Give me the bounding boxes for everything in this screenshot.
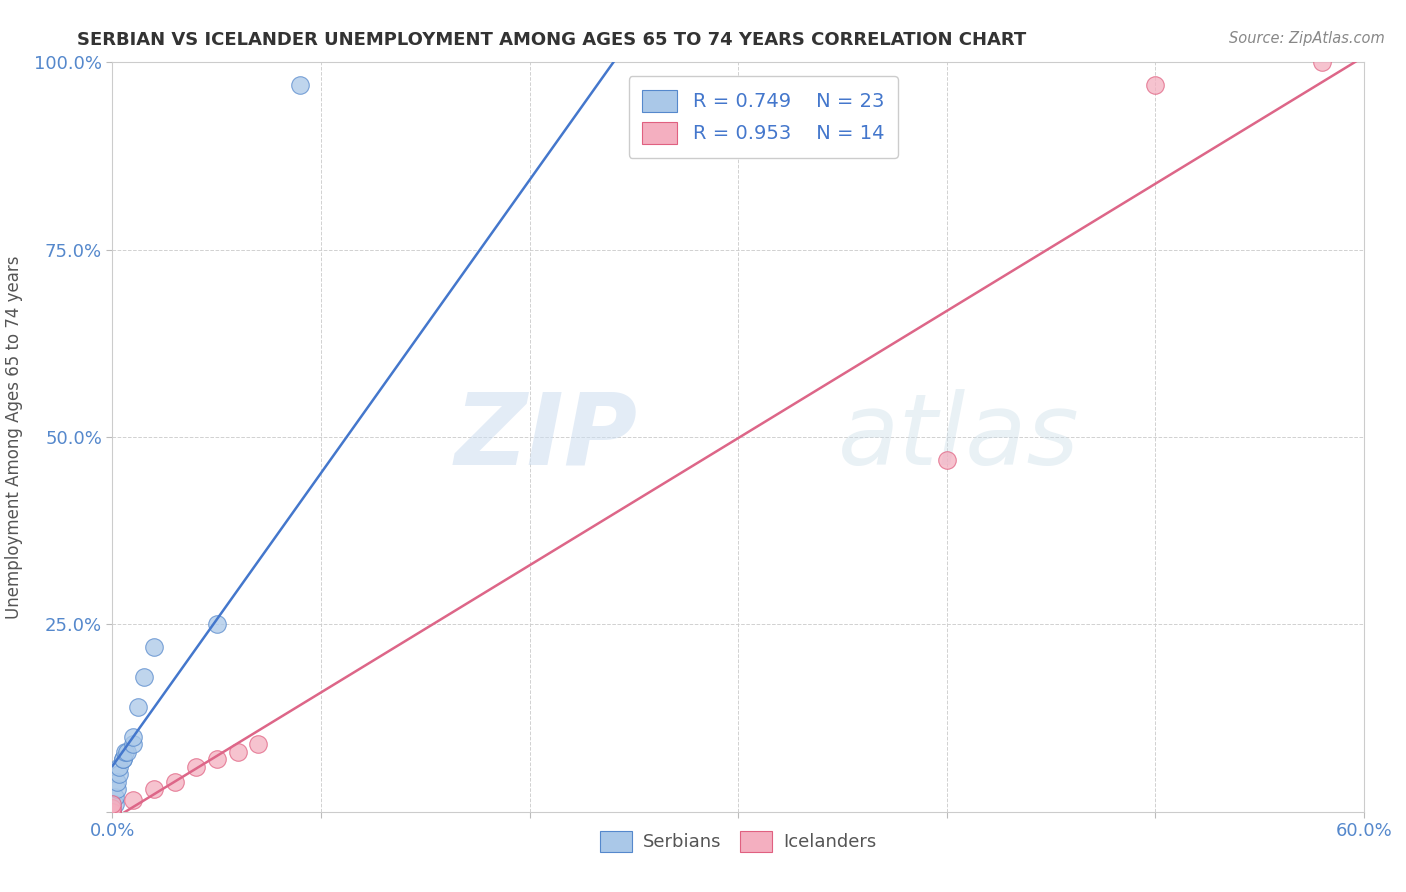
Point xyxy=(122,793,145,807)
Point xyxy=(122,737,145,751)
Point xyxy=(163,774,186,789)
Point xyxy=(101,805,124,819)
Text: atlas: atlas xyxy=(838,389,1080,485)
Point xyxy=(247,737,270,751)
Point xyxy=(101,797,124,812)
Point xyxy=(107,760,129,774)
Point xyxy=(101,805,124,819)
Point xyxy=(143,782,166,797)
Text: ZIP: ZIP xyxy=(456,389,638,485)
Point xyxy=(101,805,124,819)
Point xyxy=(101,805,124,819)
Point xyxy=(114,745,136,759)
Point xyxy=(132,670,155,684)
Point xyxy=(101,801,124,815)
Point xyxy=(205,752,228,766)
Point xyxy=(122,730,145,744)
Point xyxy=(935,452,957,467)
Point xyxy=(685,78,707,92)
Point xyxy=(111,752,134,766)
Point xyxy=(105,782,128,797)
Text: SERBIAN VS ICELANDER UNEMPLOYMENT AMONG AGES 65 TO 74 YEARS CORRELATION CHART: SERBIAN VS ICELANDER UNEMPLOYMENT AMONG … xyxy=(77,31,1026,49)
Point xyxy=(127,699,149,714)
Point xyxy=(1310,55,1333,70)
Point xyxy=(205,617,228,632)
Legend: Serbians, Icelanders: Serbians, Icelanders xyxy=(593,823,883,859)
Point xyxy=(103,789,125,804)
Point xyxy=(101,801,124,815)
Point xyxy=(101,797,124,812)
Point xyxy=(290,78,312,92)
Point xyxy=(184,760,207,774)
Point xyxy=(1144,78,1167,92)
Y-axis label: Unemployment Among Ages 65 to 74 years: Unemployment Among Ages 65 to 74 years xyxy=(6,255,22,619)
Point xyxy=(105,774,128,789)
Point xyxy=(101,805,124,819)
Point xyxy=(103,797,125,812)
Text: Source: ZipAtlas.com: Source: ZipAtlas.com xyxy=(1229,31,1385,46)
Point xyxy=(107,767,129,781)
Point xyxy=(115,745,138,759)
Point xyxy=(143,640,166,654)
Point xyxy=(226,745,249,759)
Point xyxy=(111,752,134,766)
